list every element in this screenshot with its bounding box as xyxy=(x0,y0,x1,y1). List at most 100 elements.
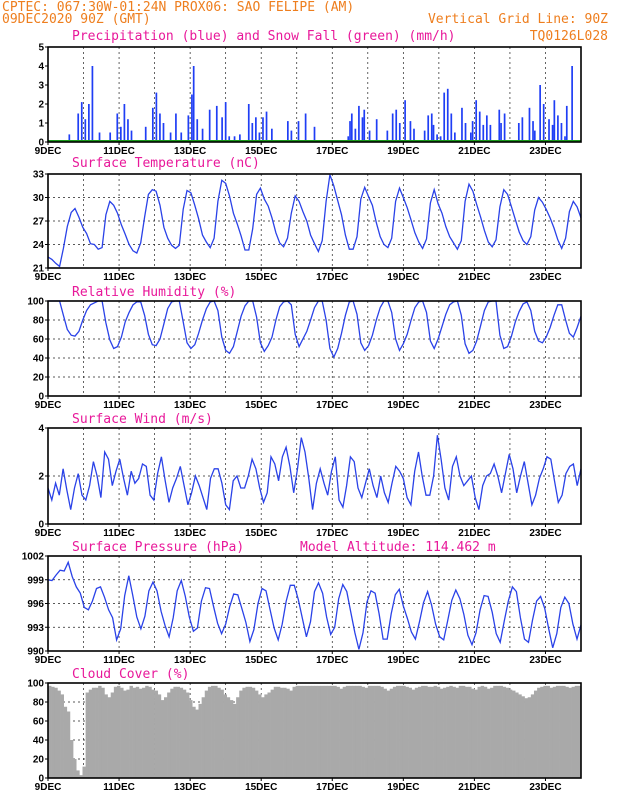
cloud-cover-bar xyxy=(192,706,196,778)
cloud-cover-bar xyxy=(446,686,450,778)
precip-title: Precipitation (blue) and Snow Fall (gree… xyxy=(72,29,456,44)
precip-bar xyxy=(265,111,268,142)
pressure-xtick-label: 13DEC xyxy=(174,655,206,666)
cloud-cover-bar xyxy=(383,688,387,778)
cloud-cover-bar xyxy=(367,685,372,778)
precip-ytick-label: 4 xyxy=(38,62,44,73)
temperature-xtick-label: 9DEC xyxy=(35,272,62,283)
pressure-xtick-label: 17DEC xyxy=(316,655,348,666)
cloud-cover-bar xyxy=(421,685,425,778)
precip-bar xyxy=(503,113,506,142)
cloud-cover-bar xyxy=(417,686,422,778)
humidity-title: Relative Humidity (%) xyxy=(72,285,236,300)
precip-bar xyxy=(571,66,573,142)
cloud-cover-bar xyxy=(276,686,281,778)
cloud-cover-bar xyxy=(330,685,334,778)
humidity-xtick-label: 21DEC xyxy=(458,400,490,411)
cloud-cover-bar xyxy=(527,697,532,778)
wind-xtick-label: 19DEC xyxy=(387,528,419,539)
wind-xtick-label: 9DEC xyxy=(35,528,62,539)
precip-bar xyxy=(84,119,87,142)
cloud-cover-bar xyxy=(521,696,525,778)
cloud-cover-bar xyxy=(345,685,350,778)
precip-ytick-label: 3 xyxy=(38,81,44,92)
precip-bar xyxy=(262,117,264,142)
cloud-cover-bar xyxy=(123,690,127,778)
humidity-ytick-label: 60 xyxy=(33,335,45,346)
cloud-cover-bar xyxy=(370,685,375,778)
cloud-ytick-label: 100 xyxy=(27,679,44,690)
cloud-cover-bar xyxy=(211,685,215,778)
precip-bar xyxy=(347,136,350,142)
precip-bar xyxy=(233,136,236,142)
precip-bar xyxy=(517,123,520,142)
pressure-xtick-label: 23DEC xyxy=(529,655,561,666)
humidity-xtick-label: 9DEC xyxy=(35,400,62,411)
cloud-cover-bar xyxy=(502,686,507,778)
cloud-cover-bar xyxy=(396,685,400,778)
precip-bar xyxy=(461,107,463,142)
cloud-xtick-label: 21DEC xyxy=(458,782,490,793)
cloud-cover-bar xyxy=(486,688,491,778)
cloud-cover-bar xyxy=(518,694,522,778)
precip-bar xyxy=(215,105,218,142)
precip-bar xyxy=(247,104,250,142)
precip-bar xyxy=(413,128,415,142)
precip-bar xyxy=(208,109,211,142)
cloud-cover-bar xyxy=(157,694,162,778)
temperature-xtick-label: 23DEC xyxy=(529,272,561,283)
cloud-cover-bar xyxy=(436,686,441,778)
humidity-xtick-label: 11DEC xyxy=(103,400,135,411)
humidity-ytick-label: 100 xyxy=(27,297,44,308)
temperature-line xyxy=(47,174,582,268)
precip-bar xyxy=(539,85,541,142)
cloud-cover-bar xyxy=(98,685,102,778)
pressure-ytick-label: 993 xyxy=(27,623,44,634)
temperature-xtick-label: 11DEC xyxy=(103,272,135,283)
cloud-cover-bar xyxy=(430,686,434,778)
cloud-cover-bar xyxy=(427,686,431,778)
cloud-cover-bar xyxy=(311,685,315,778)
pressure-xtick-label: 21DEC xyxy=(458,655,490,666)
precip-bar xyxy=(498,109,501,142)
cloud-cover-bar xyxy=(182,689,187,778)
cloud-cover-bar xyxy=(402,685,406,778)
precip-bar xyxy=(436,134,438,142)
cloud-cover-bar xyxy=(60,694,64,778)
precip-bar xyxy=(363,109,366,142)
precip-bar xyxy=(532,121,534,142)
cloud-cover-bar xyxy=(468,686,472,778)
pressure-ytick-label: 1002 xyxy=(22,552,45,563)
precip-bar xyxy=(553,100,556,142)
cloud-cover-bar xyxy=(568,687,572,778)
wind-xtick-label: 13DEC xyxy=(174,528,206,539)
cloud-cover-bar xyxy=(424,685,428,778)
precip-xtick-label: 13DEC xyxy=(174,146,206,157)
precip-bar xyxy=(155,92,158,142)
cloud-cover-bar xyxy=(63,706,68,778)
cloud-cover-bar xyxy=(251,687,256,778)
cloud-cover-bar xyxy=(342,686,347,778)
humidity-ytick-label: 80 xyxy=(33,316,45,327)
precip-bar xyxy=(542,104,545,142)
precip-xtick-label: 23DEC xyxy=(529,146,561,157)
cloud-cover-bar xyxy=(533,690,538,778)
cloud-cover-bar xyxy=(405,686,409,778)
precip-bar xyxy=(258,132,261,142)
precip-bar xyxy=(395,109,398,142)
cloud-frame xyxy=(47,682,582,779)
cloud-cover-bar xyxy=(76,770,80,778)
precip-bar xyxy=(98,132,101,142)
pressure-xtick-label: 19DEC xyxy=(387,655,419,666)
precip-bar xyxy=(144,126,147,142)
cloud-cover-bar xyxy=(57,690,61,778)
precip-bar xyxy=(557,115,559,142)
precip-bar xyxy=(119,126,122,142)
precip-bar xyxy=(565,105,568,142)
humidity-ytick-label: 20 xyxy=(33,373,45,384)
cloud-cover-bar xyxy=(264,694,268,778)
cloud-cover-bar xyxy=(73,759,77,778)
cloud-xtick-label: 9DEC xyxy=(35,782,62,793)
cloud-ytick-label: 20 xyxy=(33,755,45,766)
cloud-cover-bar xyxy=(411,689,416,778)
